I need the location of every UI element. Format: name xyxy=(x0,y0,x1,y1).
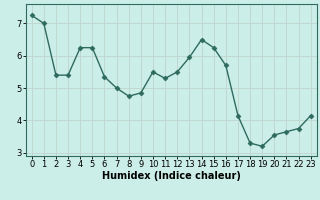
X-axis label: Humidex (Indice chaleur): Humidex (Indice chaleur) xyxy=(102,171,241,181)
